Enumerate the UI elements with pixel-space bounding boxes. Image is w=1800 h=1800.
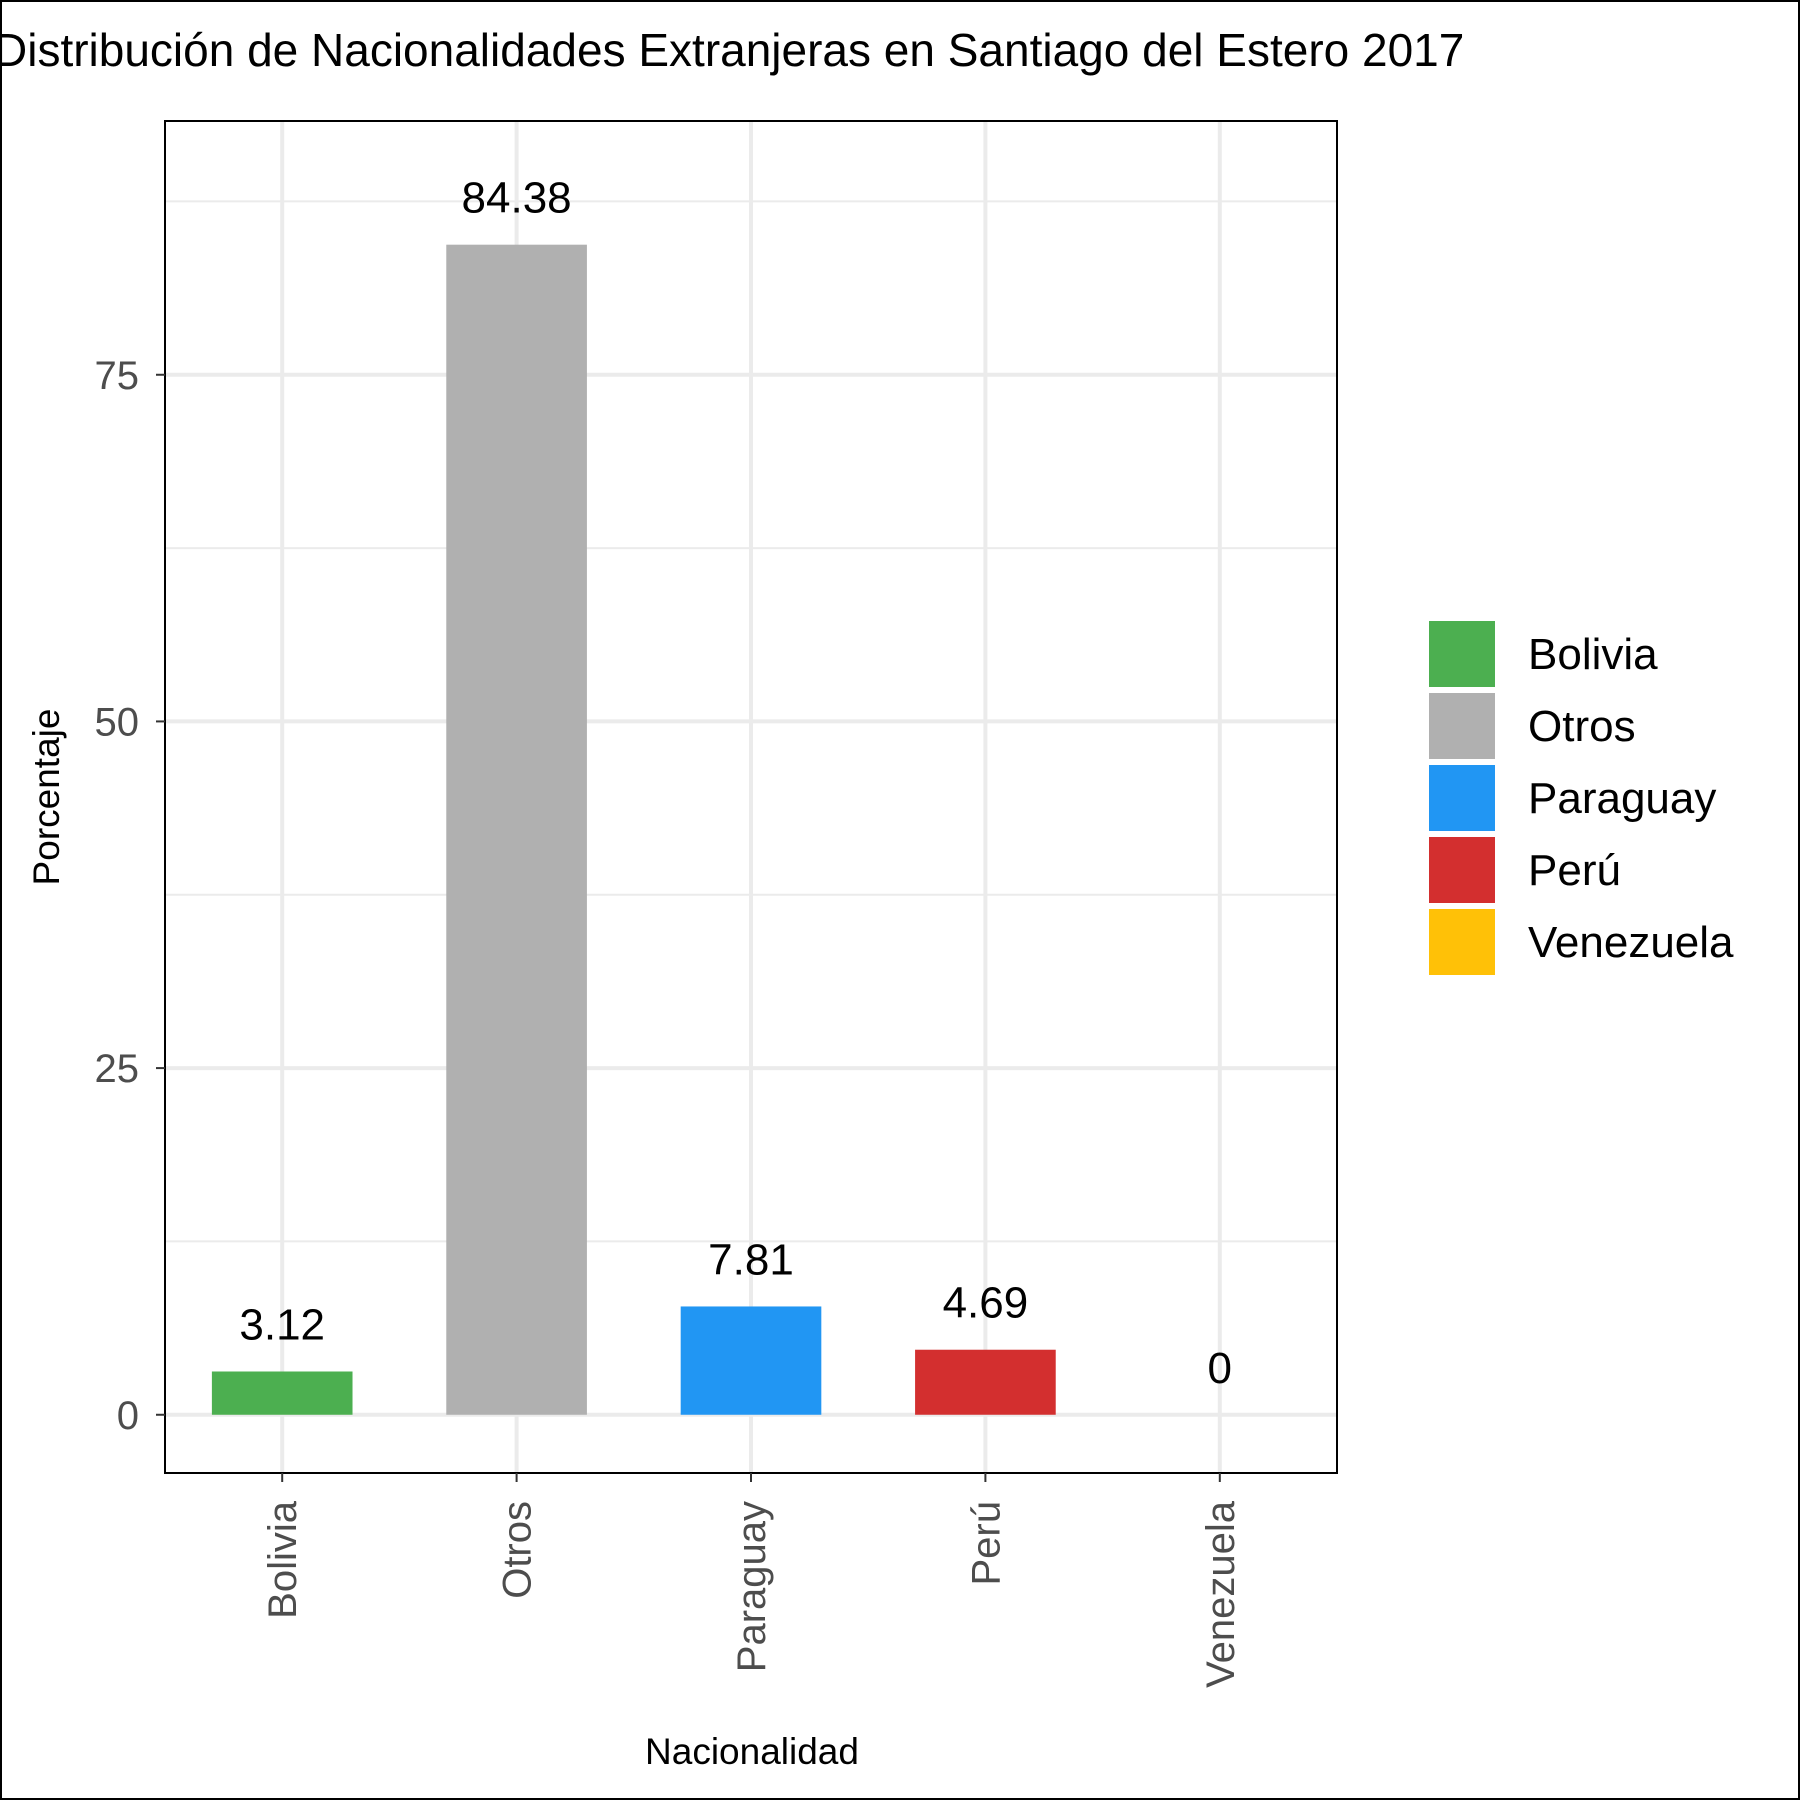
bar-perú bbox=[915, 1349, 1056, 1415]
legend-label: Paraguay bbox=[1528, 774, 1716, 823]
y-axis-title: Porcentaje bbox=[26, 709, 67, 886]
y-tick-label: 25 bbox=[95, 1047, 140, 1091]
data-label: 0 bbox=[1208, 1344, 1232, 1393]
legend-label: Otros bbox=[1528, 702, 1636, 751]
data-label: 4.69 bbox=[943, 1279, 1029, 1328]
legend-label: Bolivia bbox=[1528, 630, 1658, 679]
legend-key bbox=[1429, 765, 1495, 831]
y-axis-ticks: 0 25 50 75 bbox=[95, 354, 165, 1438]
x-axis-ticks: Bolivia Otros Paraguay Perú Venezuela bbox=[261, 1473, 1243, 1688]
data-label: 84.38 bbox=[462, 174, 572, 223]
x-tick-label: Otros bbox=[496, 1501, 540, 1599]
y-tick-label: 75 bbox=[95, 354, 140, 398]
x-axis-title: Nacionalidad bbox=[645, 1731, 859, 1772]
legend-key bbox=[1429, 693, 1495, 759]
bars bbox=[211, 244, 1056, 1415]
bar-otros bbox=[446, 244, 587, 1415]
x-tick-label: Bolivia bbox=[261, 1500, 305, 1619]
legend-key bbox=[1429, 909, 1495, 975]
chart-title: Distribución de Nacionalidades Extranjer… bbox=[2, 24, 1464, 76]
legend-label: Perú bbox=[1528, 846, 1621, 895]
legend-label: Venezuela bbox=[1528, 918, 1734, 967]
bar-bolivia bbox=[211, 1371, 353, 1415]
y-tick-label: 0 bbox=[117, 1394, 139, 1438]
x-tick-label: Perú bbox=[964, 1501, 1008, 1586]
bar-paraguay bbox=[680, 1306, 822, 1415]
x-tick-label: Venezuela bbox=[1199, 1500, 1243, 1688]
data-label: 7.81 bbox=[708, 1235, 794, 1284]
legend-key bbox=[1429, 837, 1495, 903]
legend: Bolivia Otros Paraguay Perú Venezuela bbox=[1429, 621, 1734, 975]
x-tick-label: Paraguay bbox=[730, 1501, 774, 1672]
data-labels: 3.12 84.38 7.81 4.69 0 bbox=[239, 174, 1232, 1393]
y-tick-label: 50 bbox=[95, 700, 140, 744]
data-label: 3.12 bbox=[239, 1300, 325, 1349]
legend-key bbox=[1429, 621, 1495, 687]
